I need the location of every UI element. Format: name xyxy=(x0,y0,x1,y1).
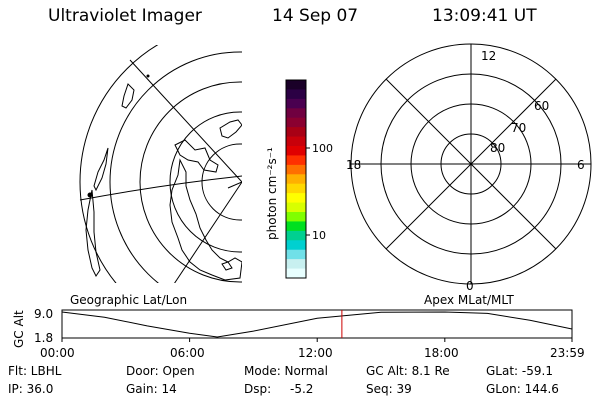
status-glat: GLat: -59.1 xyxy=(486,364,553,378)
mlt-label-12: 12 xyxy=(481,49,496,63)
x-tick-1200: 12:00 xyxy=(298,346,333,360)
colorbar-swatch xyxy=(286,164,306,175)
colorbar-swatch xyxy=(286,240,306,251)
coastline-island xyxy=(174,139,219,173)
colorbar-swatch xyxy=(286,183,306,194)
altitude-axis-label: GC Alt xyxy=(12,310,26,348)
coastline-nz-south xyxy=(93,147,109,192)
status-glon: GLon: 144.6 xyxy=(486,382,559,396)
status-filter: Flt: LBHL xyxy=(8,364,62,378)
y-tick-1-8: 1.8 xyxy=(34,331,53,345)
mlt-label-0: 0 xyxy=(466,279,474,293)
colorbar-swatch xyxy=(286,89,306,100)
colorbar-swatch xyxy=(286,212,306,222)
colorbar-swatch xyxy=(286,155,306,166)
coastline-peninsula xyxy=(219,119,242,139)
altitude-plot xyxy=(61,310,573,342)
left-panel-caption: Geographic Lat/Lon xyxy=(70,293,187,307)
date-label: 14 Sep 07 xyxy=(272,6,359,26)
lat-label-70: 70 xyxy=(511,121,526,135)
status-dsp-label: Dsp: xyxy=(244,382,272,396)
colorbar-swatch xyxy=(286,268,306,279)
colorbar-swatch xyxy=(286,127,306,138)
x-tick-0000: 00:00 xyxy=(40,346,75,360)
colorbar-swatch xyxy=(286,249,306,260)
coastline-nz xyxy=(121,83,135,109)
colorbar-swatch xyxy=(286,136,306,147)
colorbar-tick-10: 10 xyxy=(312,229,326,242)
coastline-outer xyxy=(85,189,101,277)
colorbar-swatch xyxy=(286,174,306,185)
status-door: Door: Open xyxy=(126,364,195,378)
altitude-series-line xyxy=(61,311,573,338)
colorbar-swatch xyxy=(286,202,306,213)
mlt-label-6: 6 xyxy=(577,158,585,172)
colorbar-swatch xyxy=(286,98,306,109)
colorbar-units-label: photon cm⁻²s⁻¹ xyxy=(265,147,279,240)
right-panel-caption: Apex MLat/MLT xyxy=(424,293,514,307)
status-gc-alt: GC Alt: 8.1 Re xyxy=(366,364,450,378)
lat-label-80: 80 xyxy=(490,141,505,155)
colorbar-swatch xyxy=(286,80,306,90)
status-gain: Gain: 14 xyxy=(126,382,177,396)
x-tick-0600: 06:00 xyxy=(170,346,205,360)
colorbar-swatch xyxy=(286,230,306,241)
status-dsp-value: -5.2 xyxy=(290,382,314,396)
instrument-title: Ultraviolet Imager xyxy=(48,6,202,26)
colorbar-tick-100: 100 xyxy=(312,142,333,155)
x-tick-2359: 23:59 xyxy=(550,346,585,360)
polar-mlt-plot xyxy=(350,43,592,285)
mlt-label-18: 18 xyxy=(346,158,361,172)
coastline-continent xyxy=(169,158,242,281)
colorbar-swatch xyxy=(286,221,306,232)
status-ip: IP: 36.0 xyxy=(8,382,54,396)
colorbar-swatch xyxy=(286,259,306,270)
x-tick-1800: 18:00 xyxy=(424,346,459,360)
geographic-map xyxy=(79,45,242,283)
y-tick-9: 9.0 xyxy=(34,307,53,321)
colorbar-swatch xyxy=(286,108,306,119)
colorbar-swatch xyxy=(286,193,306,204)
colorbar-swatch xyxy=(286,117,306,128)
colorbar-swatch xyxy=(286,146,306,156)
status-seq: Seq: 39 xyxy=(366,382,412,396)
status-mode: Mode: Normal xyxy=(244,364,328,378)
time-label: 13:09:41 UT xyxy=(432,6,537,26)
lat-label-60: 60 xyxy=(534,99,549,113)
colorbar xyxy=(286,80,306,279)
